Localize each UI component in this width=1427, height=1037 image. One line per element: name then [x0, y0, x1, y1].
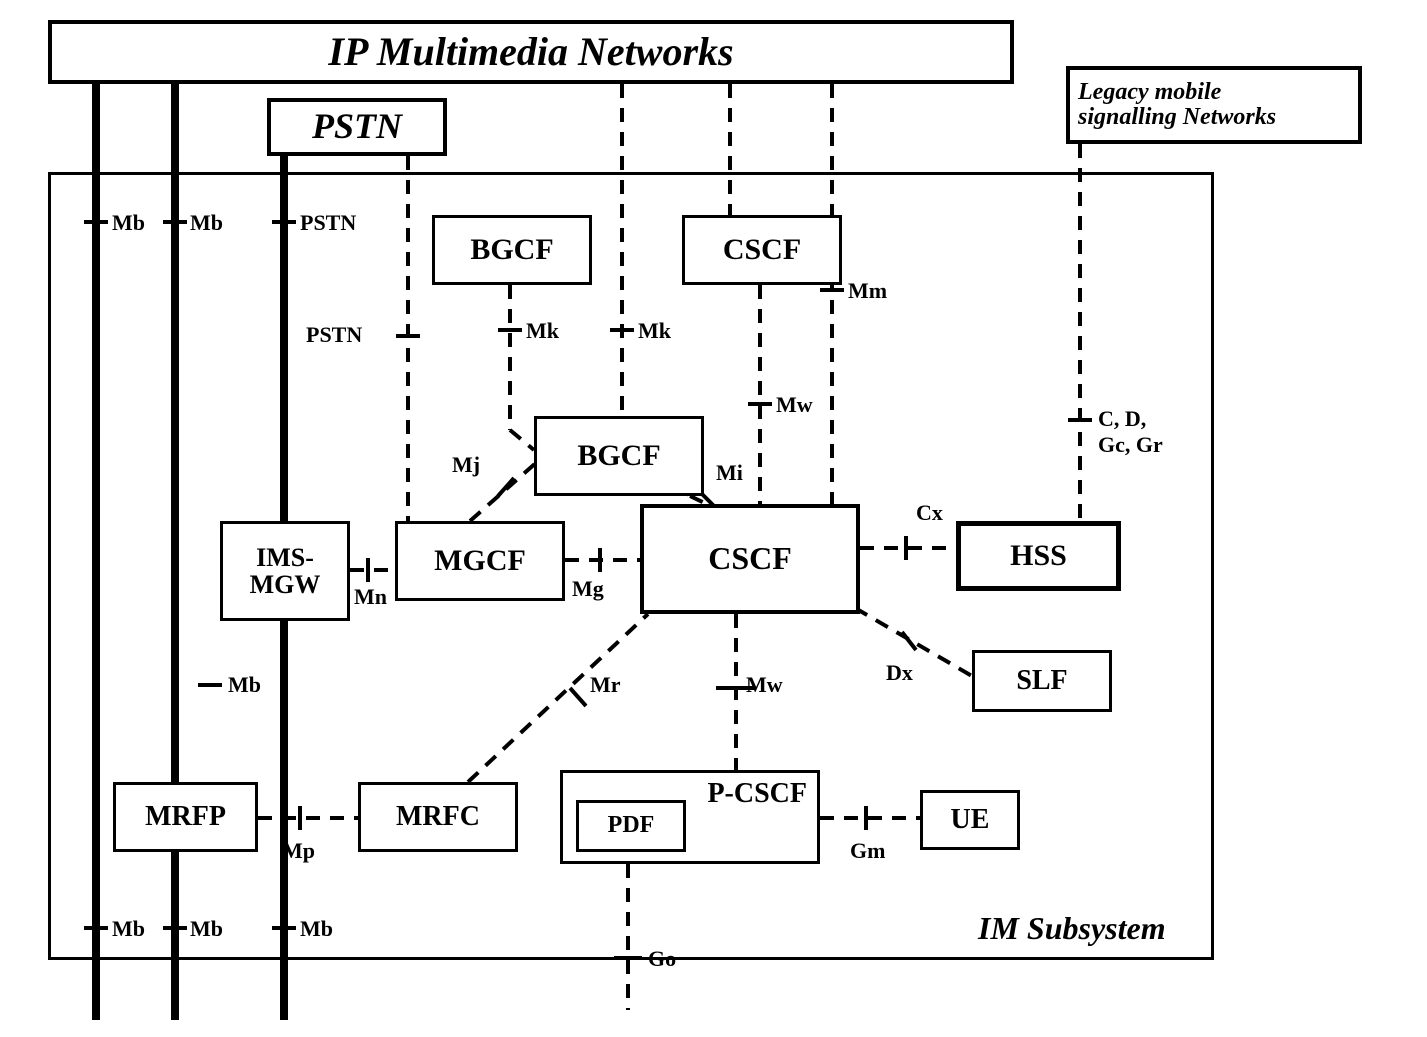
- bgcf-mid-label: BGCF: [577, 440, 660, 472]
- if-gm: Gm: [850, 838, 885, 864]
- mrfp-label: MRFP: [145, 802, 226, 831]
- if-mb-1: Mb: [112, 210, 145, 236]
- if-mb-2: Mb: [190, 210, 223, 236]
- if-mn: Mn: [354, 584, 387, 610]
- if-pstn-1: PSTN: [300, 210, 356, 236]
- cscf-big-label: CSCF: [708, 542, 792, 576]
- if-mw-1: Mw: [776, 392, 813, 418]
- if-go: Go: [648, 946, 676, 972]
- pcscf-label: P-CSCF: [707, 779, 807, 808]
- node-mrfp: MRFP: [113, 782, 258, 852]
- ims-mgw-label-1: IMS-: [256, 544, 314, 571]
- if-mb-4: Mb: [228, 672, 261, 698]
- node-ims-mgw: IMS- MGW: [220, 521, 350, 621]
- if-mk-2: Mk: [638, 318, 671, 344]
- link-cscfbig-slf: [855, 608, 972, 676]
- if-pstn-2: PSTN: [306, 322, 362, 348]
- node-hss: HSS: [956, 521, 1121, 591]
- hss-label: HSS: [1010, 540, 1067, 572]
- node-mrfc: MRFC: [358, 782, 518, 852]
- node-pstn: PSTN: [267, 98, 447, 156]
- bgcf-top-label: BGCF: [470, 234, 553, 266]
- if-mp: Mp: [282, 838, 315, 864]
- mgcf-label: MGCF: [434, 545, 526, 577]
- mrfc-label: MRFC: [396, 802, 480, 831]
- node-bgcf-top: BGCF: [432, 215, 592, 285]
- ims-mgw-label-2: MGW: [250, 571, 321, 598]
- ue-label: UE: [951, 805, 990, 834]
- title-ip-multimedia-networks: IP Multimedia Networks: [48, 20, 1014, 84]
- link-bgcftop-bgcfmid-d: [510, 430, 534, 450]
- if-mj: Mj: [452, 452, 480, 478]
- if-mb-5: Mb: [112, 916, 145, 942]
- legacy-label: Legacy mobile signalling Networks: [1078, 80, 1276, 130]
- if-mm: Mm: [848, 278, 887, 304]
- node-cscf-big: CSCF: [640, 504, 860, 614]
- node-slf: SLF: [972, 650, 1112, 712]
- slf-label: SLF: [1016, 666, 1067, 695]
- link-cscfbig-mrfc: [468, 614, 648, 782]
- node-pdf: PDF: [576, 800, 686, 852]
- pstn-label: PSTN: [312, 108, 402, 146]
- if-mk-1: Mk: [526, 318, 559, 344]
- if-cx: Cx: [916, 500, 943, 526]
- cscf-top-label: CSCF: [723, 234, 801, 266]
- if-mi: Mi: [716, 460, 743, 486]
- node-bgcf-mid: BGCF: [534, 416, 704, 496]
- if-mr: Mr: [590, 672, 621, 698]
- if-dx: Dx: [886, 660, 913, 686]
- title-label: IP Multimedia Networks: [328, 31, 733, 73]
- subsystem-label: IM Subsystem: [978, 910, 1166, 947]
- if-mw-2: Mw: [746, 672, 783, 698]
- if-mb-6: Mb: [190, 916, 223, 942]
- node-legacy-networks: Legacy mobile signalling Networks: [1066, 66, 1362, 144]
- if-mg: Mg: [572, 576, 604, 602]
- node-mgcf: MGCF: [395, 521, 565, 601]
- node-ue: UE: [920, 790, 1020, 850]
- if-cdgcgr: C, D, Gc, Gr: [1098, 406, 1163, 458]
- if-mb-7: Mb: [300, 916, 333, 942]
- node-cscf-top: CSCF: [682, 215, 842, 285]
- pdf-label: PDF: [608, 813, 655, 838]
- diagram-canvas: IP Multimedia Networks PSTN Legacy mobil…: [0, 0, 1427, 1037]
